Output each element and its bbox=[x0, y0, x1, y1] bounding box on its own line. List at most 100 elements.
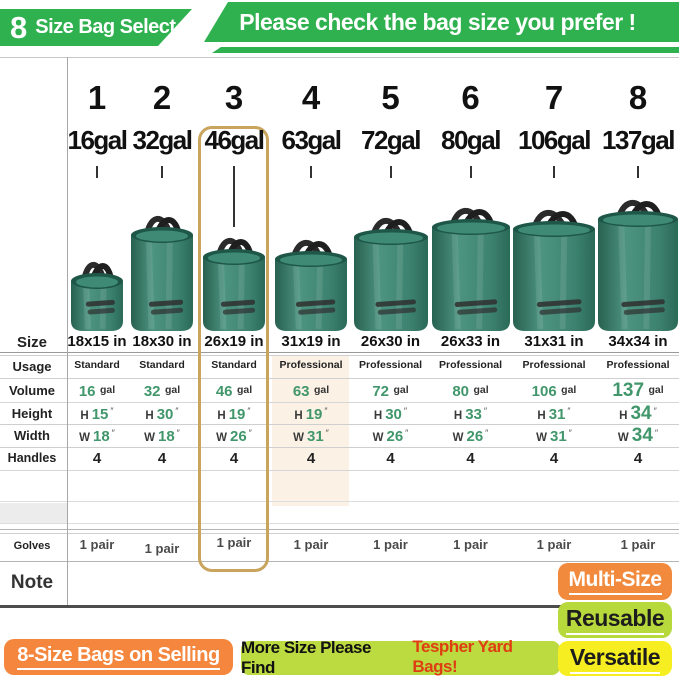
column-6-height: H 33 ″ bbox=[453, 406, 488, 423]
column-6-width: W 26 ″ bbox=[452, 428, 489, 445]
grid-line bbox=[0, 402, 679, 403]
header-banner-text: Please check the bag size you prefer ! bbox=[239, 8, 636, 35]
column-6-number: 6 bbox=[461, 79, 480, 116]
column-8-bag bbox=[596, 195, 679, 338]
column-6-volume: 80 gal bbox=[452, 383, 489, 400]
column-7-height: H 31 ″ bbox=[537, 406, 571, 423]
column-3-height: H 19 ″ bbox=[217, 406, 251, 423]
column-1-gloves: 1 pair bbox=[79, 537, 115, 552]
badge-multi-size: Multi-Size bbox=[558, 563, 672, 600]
grid-line bbox=[0, 352, 679, 353]
column-3-volume: 46 gal bbox=[215, 383, 253, 400]
badge-label: Multi-Size bbox=[568, 568, 662, 595]
column-2-size: 18x30 in bbox=[132, 333, 192, 350]
column-6-bag bbox=[430, 203, 512, 338]
column-1-handles: 4 bbox=[92, 450, 102, 467]
column-1-tick bbox=[96, 166, 98, 178]
column-2-usage: Standard bbox=[139, 359, 185, 371]
column-6-volume-label: 80gal bbox=[441, 125, 502, 155]
bag-image-5 bbox=[353, 217, 428, 331]
column-7-handles: 4 bbox=[549, 450, 559, 467]
grid-line bbox=[0, 533, 679, 534]
grid-line bbox=[0, 501, 679, 502]
column-4-gloves: 1 pair bbox=[293, 537, 329, 552]
column-8-size: 34x34 in bbox=[608, 333, 668, 350]
column-5-number: 5 bbox=[381, 79, 400, 116]
column-1-usage: Standard bbox=[74, 359, 120, 371]
shaded-column-4 bbox=[272, 356, 349, 506]
column-2-volume-label: 32gal bbox=[132, 125, 194, 155]
bag-image-7 bbox=[513, 209, 595, 331]
column-6-gloves: 1 pair bbox=[453, 537, 488, 552]
badge-label: Versatile bbox=[569, 644, 661, 674]
gray-spacer-cell bbox=[0, 503, 67, 523]
column-8-volume-label: 137gal bbox=[602, 125, 675, 155]
column-8-usage: Professional bbox=[606, 359, 670, 371]
selling-button[interactable]: 8-Size Bags on Selling bbox=[4, 639, 233, 675]
column-1-width: W 18 ″ bbox=[79, 428, 115, 445]
column-5-bag bbox=[352, 213, 430, 338]
column-4-handles: 4 bbox=[306, 450, 316, 467]
header-badge-label: Size Bag Select bbox=[35, 16, 176, 38]
grid-line bbox=[0, 470, 679, 471]
column-7-usage: Professional bbox=[522, 359, 586, 371]
label-column-divider bbox=[67, 57, 68, 605]
column-3-volume-label: 46gal bbox=[204, 125, 266, 155]
row-label-gloves: Golves bbox=[13, 540, 51, 552]
brand-link[interactable]: Tespher Yard Bags! bbox=[412, 637, 560, 678]
grid-line bbox=[0, 378, 679, 379]
bag-image-1 bbox=[71, 262, 123, 331]
grid-line bbox=[0, 561, 679, 562]
grid-line bbox=[0, 523, 679, 524]
column-4-volume-label: 63gal bbox=[281, 125, 343, 155]
column-8-tick bbox=[637, 166, 639, 178]
column-2-handles: 4 bbox=[157, 450, 167, 467]
column-3-handles: 4 bbox=[229, 450, 239, 467]
bag-image-8 bbox=[598, 199, 678, 331]
more-size-button[interactable]: More Size Please Find Tespher Yard Bags! bbox=[241, 637, 560, 678]
column-5-volume-label: 72gal bbox=[361, 125, 422, 155]
column-1-number: 1 bbox=[87, 79, 107, 116]
column-6-handles: 4 bbox=[466, 450, 475, 467]
column-4-number: 4 bbox=[301, 79, 321, 116]
bag-image-2 bbox=[131, 215, 193, 331]
column-7-gloves: 1 pair bbox=[536, 537, 572, 552]
column-6-usage: Professional bbox=[438, 359, 503, 371]
column-2-gloves: 1 pair bbox=[144, 541, 180, 556]
column-4-usage: Professional bbox=[279, 359, 343, 371]
column-8-volume: 137 gal bbox=[612, 380, 664, 401]
column-8-height: H 34 ″ bbox=[619, 403, 657, 424]
row-label-height: Height bbox=[11, 406, 53, 421]
row-label-handles: Handles bbox=[7, 451, 57, 465]
column-2-bag bbox=[129, 211, 195, 338]
column-3-size: 26x19 in bbox=[204, 333, 264, 350]
column-5-handles: 4 bbox=[386, 450, 395, 467]
column-3-gloves: 1 pair bbox=[216, 535, 252, 550]
row-label-note: Note bbox=[10, 572, 54, 593]
column-7-tick bbox=[553, 166, 555, 178]
column-3-number: 3 bbox=[224, 79, 244, 116]
badge-label: Reusable bbox=[565, 605, 665, 635]
row-label-width: Width bbox=[14, 428, 50, 443]
column-3-bag bbox=[201, 233, 267, 338]
column-1-volume: 16 gal bbox=[78, 383, 116, 400]
column-3-width: W 26 ″ bbox=[216, 428, 252, 445]
column-6-size: 26x33 in bbox=[440, 333, 501, 350]
recommended-column-highlight bbox=[198, 126, 269, 572]
column-4-height: H 19 ″ bbox=[294, 406, 328, 423]
column-7-bag bbox=[511, 205, 597, 338]
column-4-volume: 63 gal bbox=[292, 383, 330, 400]
column-6-tick bbox=[469, 166, 472, 178]
column-1-volume-label: 16gal bbox=[67, 125, 129, 155]
row-label-size: Size bbox=[16, 334, 47, 351]
column-7-volume: 106 gal bbox=[531, 383, 577, 400]
more-size-text: More Size Please Find bbox=[241, 638, 371, 677]
grid-line bbox=[0, 529, 679, 530]
badge-reusable: Reusable bbox=[558, 602, 672, 638]
column-4-width: W 31 ″ bbox=[293, 428, 329, 445]
grid-line bbox=[0, 447, 679, 448]
bag-image-6 bbox=[431, 207, 510, 331]
column-2-number: 2 bbox=[152, 79, 172, 116]
row-label-volume: Volume bbox=[9, 383, 55, 398]
